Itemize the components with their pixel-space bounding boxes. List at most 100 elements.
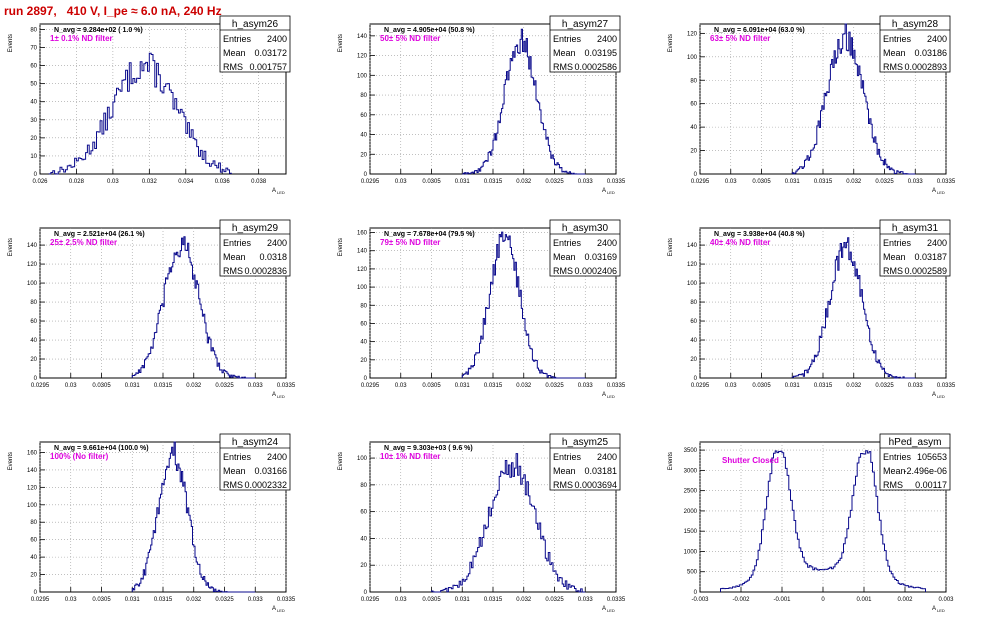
- x-tick-label: 0.033: [578, 597, 594, 603]
- stat-value-rms: 0.0002332: [244, 480, 287, 490]
- y-tick-label: 120: [357, 54, 368, 60]
- y-tick-label: 80: [30, 300, 37, 306]
- y-tick-label: 70: [30, 45, 37, 51]
- y-tick-label: 1500: [684, 529, 698, 535]
- y-axis-label: Events: [8, 34, 14, 52]
- x-tick-label: 0.03: [395, 383, 407, 389]
- x-tick-label: 0.0315: [484, 179, 503, 185]
- y-tick-label: 0: [364, 590, 368, 596]
- y-tick-label: 80: [360, 93, 367, 99]
- x-tick-label: 0.0335: [937, 383, 956, 389]
- x-tick-label: 0.0305: [92, 597, 111, 603]
- stat-label-mean: Mean: [883, 466, 906, 476]
- x-tick-label: 0.0335: [607, 383, 626, 389]
- x-tick-label: 0.0315: [154, 597, 173, 603]
- y-tick-label: 100: [357, 456, 368, 462]
- x-tick-label: -0.002: [732, 597, 750, 603]
- y-tick-label: 60: [690, 319, 697, 325]
- x-tick-label: 0.001: [856, 597, 872, 603]
- y-tick-label: 1000: [684, 549, 698, 555]
- x-tick-label: -0.001: [773, 597, 791, 603]
- stat-label-rms: RMS: [883, 480, 903, 490]
- stat-value-mean: 0.03186: [914, 48, 947, 58]
- x-tick-label: 0.032: [516, 179, 532, 185]
- y-axis-label: Events: [338, 34, 344, 52]
- stat-label-mean: Mean: [553, 252, 576, 262]
- filter-annotation: 25± 2.5% ND filter: [50, 238, 117, 247]
- panel-h_asym24: 0.0295 0.03 0.0305 0.031 0.0315 0.032 0.0325 0.…: [8, 433, 296, 613]
- x-tick-label: 0.0325: [875, 383, 894, 389]
- x-tick-label: 0.031: [455, 597, 471, 603]
- stats-box: [879, 15, 951, 73]
- x-tick-label: 0.0325: [875, 179, 894, 185]
- stat-label-mean: Mean: [223, 48, 246, 58]
- x-tick-label: 0.03: [65, 597, 77, 603]
- stat-value-rms: 0.0002893: [904, 62, 947, 72]
- stats-box: [549, 15, 621, 73]
- x-tick-label: 0.0305: [422, 597, 441, 603]
- x-tick-label: 0.033: [248, 383, 264, 389]
- stat-value-mean: 0.03181: [584, 466, 617, 476]
- stat-value-mean: 0.03172: [254, 48, 287, 58]
- x-axis-label: A: [602, 392, 606, 398]
- x-axis-label: A: [272, 392, 276, 398]
- stat-value-entries: 2400: [267, 452, 287, 462]
- y-tick-label: 100: [687, 281, 698, 287]
- x-tick-label: 0.033: [248, 597, 264, 603]
- panel-hPed_asym: -0.003 -0.002 -0.001 0 0.001 0.002 0.003 0 500 10…: [668, 433, 954, 613]
- x-tick-label: 0.0305: [422, 383, 441, 389]
- y-axis-label: Events: [668, 238, 674, 256]
- x-tick-label: 0.032: [142, 179, 158, 185]
- x-tick-label: 0.0325: [545, 179, 564, 185]
- stat-label-mean: Mean: [223, 252, 246, 262]
- x-tick-label: 0.0315: [814, 179, 833, 185]
- x-tick-label: 0.0305: [752, 179, 771, 185]
- x-tick-label: 0.032: [516, 383, 532, 389]
- y-tick-label: 40: [360, 133, 367, 139]
- x-tick-label: 0.038: [251, 179, 267, 185]
- y-axis-label: Events: [668, 34, 674, 52]
- y-tick-label: 120: [357, 267, 368, 273]
- stat-value-rms: 0.0003694: [574, 480, 617, 490]
- y-tick-label: 100: [357, 73, 368, 79]
- y-tick-label: 30: [30, 118, 37, 124]
- y-tick-label: 3500: [684, 448, 698, 454]
- stat-label-rms: RMS: [553, 266, 573, 276]
- histogram-line: [791, 23, 916, 175]
- x-axis-label-sub: LED: [277, 608, 285, 613]
- stat-value-entries: 2400: [597, 238, 617, 248]
- x-tick-label: 0.026: [32, 179, 48, 185]
- stat-value-rms: 0.001757: [249, 62, 287, 72]
- x-axis-label: A: [272, 606, 276, 612]
- y-tick-label: 3000: [684, 468, 698, 474]
- x-tick-label: 0.0295: [361, 179, 380, 185]
- x-tick-label: 0: [821, 597, 825, 603]
- y-tick-label: 2000: [684, 509, 698, 515]
- x-tick-label: 0.03: [395, 597, 407, 603]
- n-avg-caption: N_avg = 9.284e+02 ( 1.0 %): [54, 27, 143, 34]
- x-tick-label: 0.028: [69, 179, 85, 185]
- y-tick-label: 50: [30, 82, 37, 88]
- x-axis-label-sub: LED: [607, 394, 615, 399]
- y-tick-label: 140: [27, 243, 38, 249]
- y-tick-label: 80: [30, 520, 37, 526]
- y-tick-label: 160: [27, 450, 38, 456]
- x-axis-label-sub: LED: [937, 394, 945, 399]
- stats-box: [879, 219, 951, 277]
- n-avg-caption: N_avg = 4.905e+04 (50.8 %): [384, 27, 475, 34]
- histogram-name: h_asym28: [892, 19, 939, 30]
- y-tick-label: 80: [360, 303, 367, 309]
- panel-h_asym31: 0.0295 0.03 0.0305 0.031 0.0315 0.032 0.0325 0.…: [668, 219, 956, 399]
- histogram-name: h_asym29: [232, 223, 279, 234]
- x-tick-label: 0.0335: [607, 179, 626, 185]
- y-tick-label: 120: [27, 485, 38, 491]
- x-tick-label: 0.0305: [92, 383, 111, 389]
- stat-value-rms: 0.00117: [915, 480, 947, 490]
- histogram-name: h_asym24: [232, 437, 279, 448]
- x-axis-label: A: [602, 606, 606, 612]
- x-tick-label: 0.031: [455, 179, 471, 185]
- x-tick-label: 0.031: [125, 597, 141, 603]
- x-axis-label: A: [932, 606, 936, 612]
- x-tick-label: 0.033: [908, 383, 924, 389]
